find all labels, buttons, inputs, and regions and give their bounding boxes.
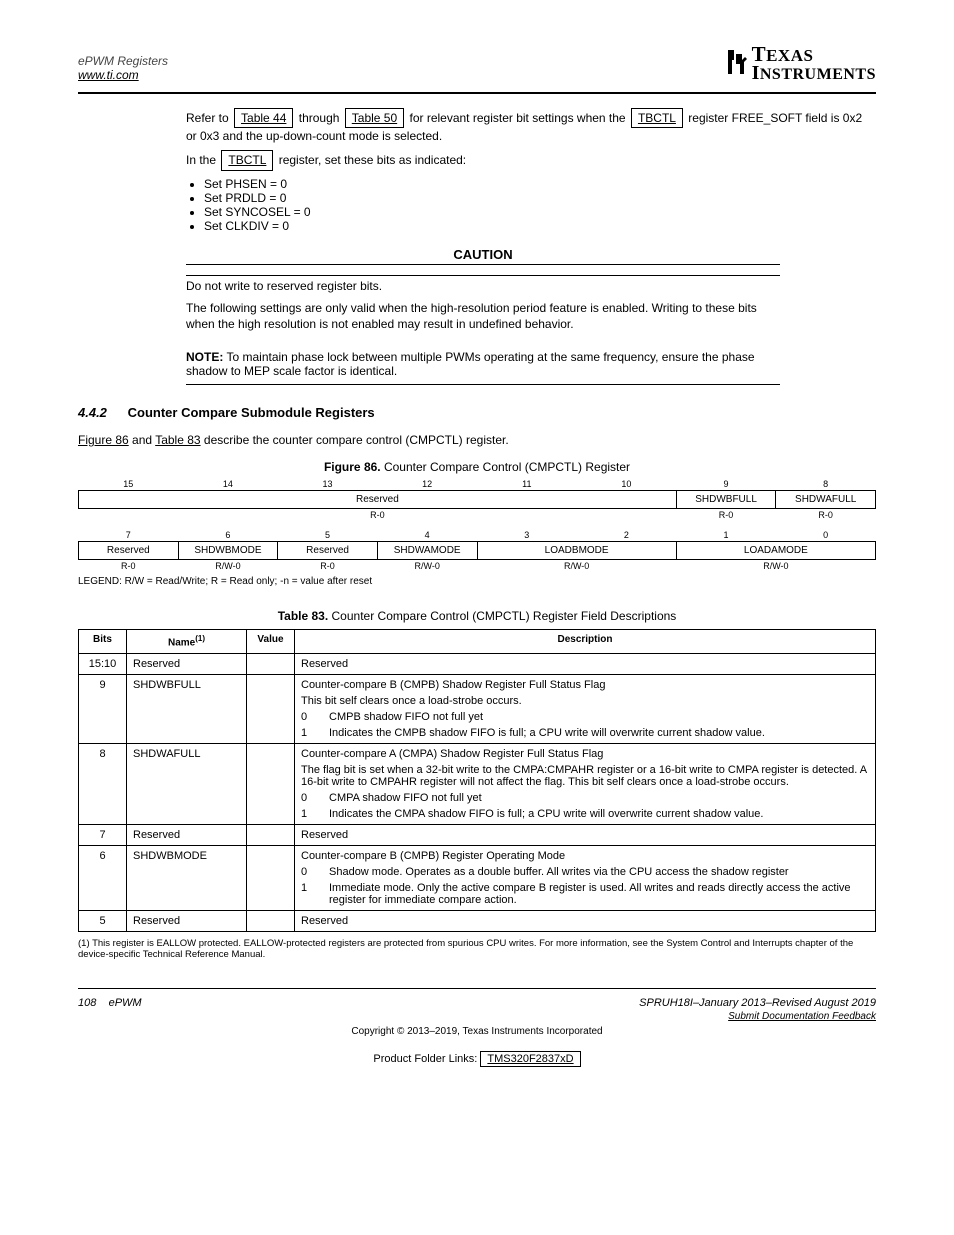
section-heading: 4.4.2 Counter Compare Submodule Register… — [78, 405, 876, 420]
cell-bits: 15:10 — [79, 653, 127, 674]
col-name: Name(1) — [127, 630, 247, 653]
cell-description: Reserved — [295, 824, 876, 845]
logo-line2: NSTRUMENTS — [760, 66, 876, 83]
cell-bits: 5 — [79, 910, 127, 931]
table-row: 5ReservedReserved — [79, 910, 876, 931]
note-body: To maintain phase lock between multiple … — [186, 350, 755, 378]
link-table-44[interactable]: Table 44 — [234, 108, 293, 128]
header-rule — [78, 92, 876, 94]
section-body: Figure 86 and Table 83 describe the coun… — [78, 432, 876, 448]
table-row: 7ReservedReserved — [79, 824, 876, 845]
section-name: ePWM Registers — [78, 54, 168, 68]
footer-docnum: SPRUH18I–January 2013–Revised August 201… — [639, 997, 876, 1009]
cell-name: Reserved — [127, 910, 247, 931]
link-tbctl-2[interactable]: TBCTL — [221, 150, 273, 170]
cell-name: SHDWAFULL — [127, 743, 247, 824]
cell-bits: 6 — [79, 845, 127, 910]
cell-description: Counter-compare B (CMPB) Shadow Register… — [295, 674, 876, 743]
col-description: Description — [295, 630, 876, 653]
figure-caption: Figure 86. Counter Compare Control (CMPC… — [78, 460, 876, 474]
cell-value — [247, 910, 295, 931]
cell-value — [247, 845, 295, 910]
ti-logo-icon — [724, 48, 748, 82]
list-item: Set PHSEN = 0 — [204, 177, 876, 191]
cell-name: Reserved — [127, 653, 247, 674]
link-table-50[interactable]: Table 50 — [345, 108, 404, 128]
field-description-table: Bits Name(1) Value Description 15:10Rese… — [78, 629, 876, 931]
ti-logo: TEXAS INSTRUMENTS — [724, 45, 876, 82]
cell-description: Reserved — [295, 910, 876, 931]
settings-list: Set PHSEN = 0 Set PRDLD = 0 Set SYNCOSEL… — [186, 177, 876, 233]
link-tbctl-1[interactable]: TBCTL — [631, 108, 683, 128]
logo-line1: EXAS — [766, 46, 813, 65]
cell-bits: 7 — [79, 824, 127, 845]
cell-value — [247, 653, 295, 674]
page-number: 108 — [78, 997, 96, 1009]
header-url-link[interactable]: www.ti.com — [78, 68, 139, 82]
page-header: ePWM Registers www.ti.com TEXAS INSTRUME… — [78, 24, 876, 82]
bit-boxes-low: Reserved SHDWBMODE Reserved SHDWAMODE LO… — [79, 542, 876, 560]
cell-name: SHDWBMODE — [127, 845, 247, 910]
footer-product-link[interactable]: TMS320F2837xD — [480, 1051, 580, 1067]
footer-feedback-link[interactable]: Submit Documentation Feedback — [728, 1011, 876, 1022]
cell-value — [247, 824, 295, 845]
bit-boxes-high: Reserved SHDWBFULL SHDWAFULL — [79, 491, 876, 509]
col-bits: Bits — [79, 630, 127, 653]
caution-line: The following settings are only valid wh… — [186, 300, 780, 332]
paragraph-2: In the TBCTL register, set these bits as… — [186, 150, 876, 170]
col-value: Value — [247, 630, 295, 653]
link-table-83[interactable]: Table 83 — [155, 433, 200, 447]
caution-block: CAUTION Do not write to reserved registe… — [78, 247, 876, 333]
bit-numbers-low: 76543210 — [79, 529, 876, 542]
cell-name: Reserved — [127, 824, 247, 845]
bit-rw-high: R-0 R-0 R-0 — [79, 509, 876, 522]
table-row: 9SHDWBFULL Counter-compare B (CMPB) Shado… — [79, 674, 876, 743]
cell-bits: 9 — [79, 674, 127, 743]
figure-legend: LEGEND: R/W = Read/Write; R = Read only;… — [78, 576, 876, 587]
cell-name: SHDWBFULL — [127, 674, 247, 743]
link-figure-86[interactable]: Figure 86 — [78, 433, 129, 447]
cell-description: Reserved — [295, 653, 876, 674]
bitfield-figure: 15141312111098 Reserved SHDWBFULL SHDWAF… — [78, 478, 876, 572]
table-row: 6SHDWBMODE Counter-compare B (CMPB) Regis… — [79, 845, 876, 910]
note-title: NOTE: — [186, 350, 223, 364]
note-block: NOTE: To maintain phase lock between mul… — [78, 350, 876, 385]
table-footnote: (1) This register is EALLOW protected. E… — [78, 938, 876, 960]
paragraph-1: Refer to Table 44 through Table 50 for r… — [186, 108, 876, 144]
table-row: 15:10ReservedReserved — [79, 653, 876, 674]
cell-description: Counter-compare B (CMPB) Register Operat… — [295, 845, 876, 910]
cell-value — [247, 674, 295, 743]
cell-value — [247, 743, 295, 824]
list-item: Set PRDLD = 0 — [204, 191, 876, 205]
bit-numbers-high: 15141312111098 — [79, 478, 876, 491]
footer-copyright: Copyright © 2013–2019, Texas Instruments… — [78, 1026, 876, 1037]
cell-description: Counter-compare A (CMPA) Shadow Register… — [295, 743, 876, 824]
footer-link-label: Product Folder Links: — [373, 1053, 477, 1065]
page-footer: 108 ePWM SPRUH18I–January 2013–Revised A… — [78, 988, 876, 1067]
footer-title: ePWM — [109, 997, 142, 1009]
caution-line: Do not write to reserved register bits. — [186, 278, 780, 294]
caution-title: CAUTION — [186, 247, 780, 262]
table-header-row: Bits Name(1) Value Description — [79, 630, 876, 653]
table-caption: Table 83. Counter Compare Control (CMPCT… — [78, 609, 876, 623]
cell-bits: 8 — [79, 743, 127, 824]
list-item: Set CLKDIV = 0 — [204, 219, 876, 233]
table-row: 8SHDWAFULL Counter-compare A (CMPA) Shado… — [79, 743, 876, 824]
bit-rw-low: R-0 R/W-0 R-0 R/W-0 R/W-0 R/W-0 — [79, 560, 876, 573]
list-item: Set SYNCOSEL = 0 — [204, 205, 876, 219]
